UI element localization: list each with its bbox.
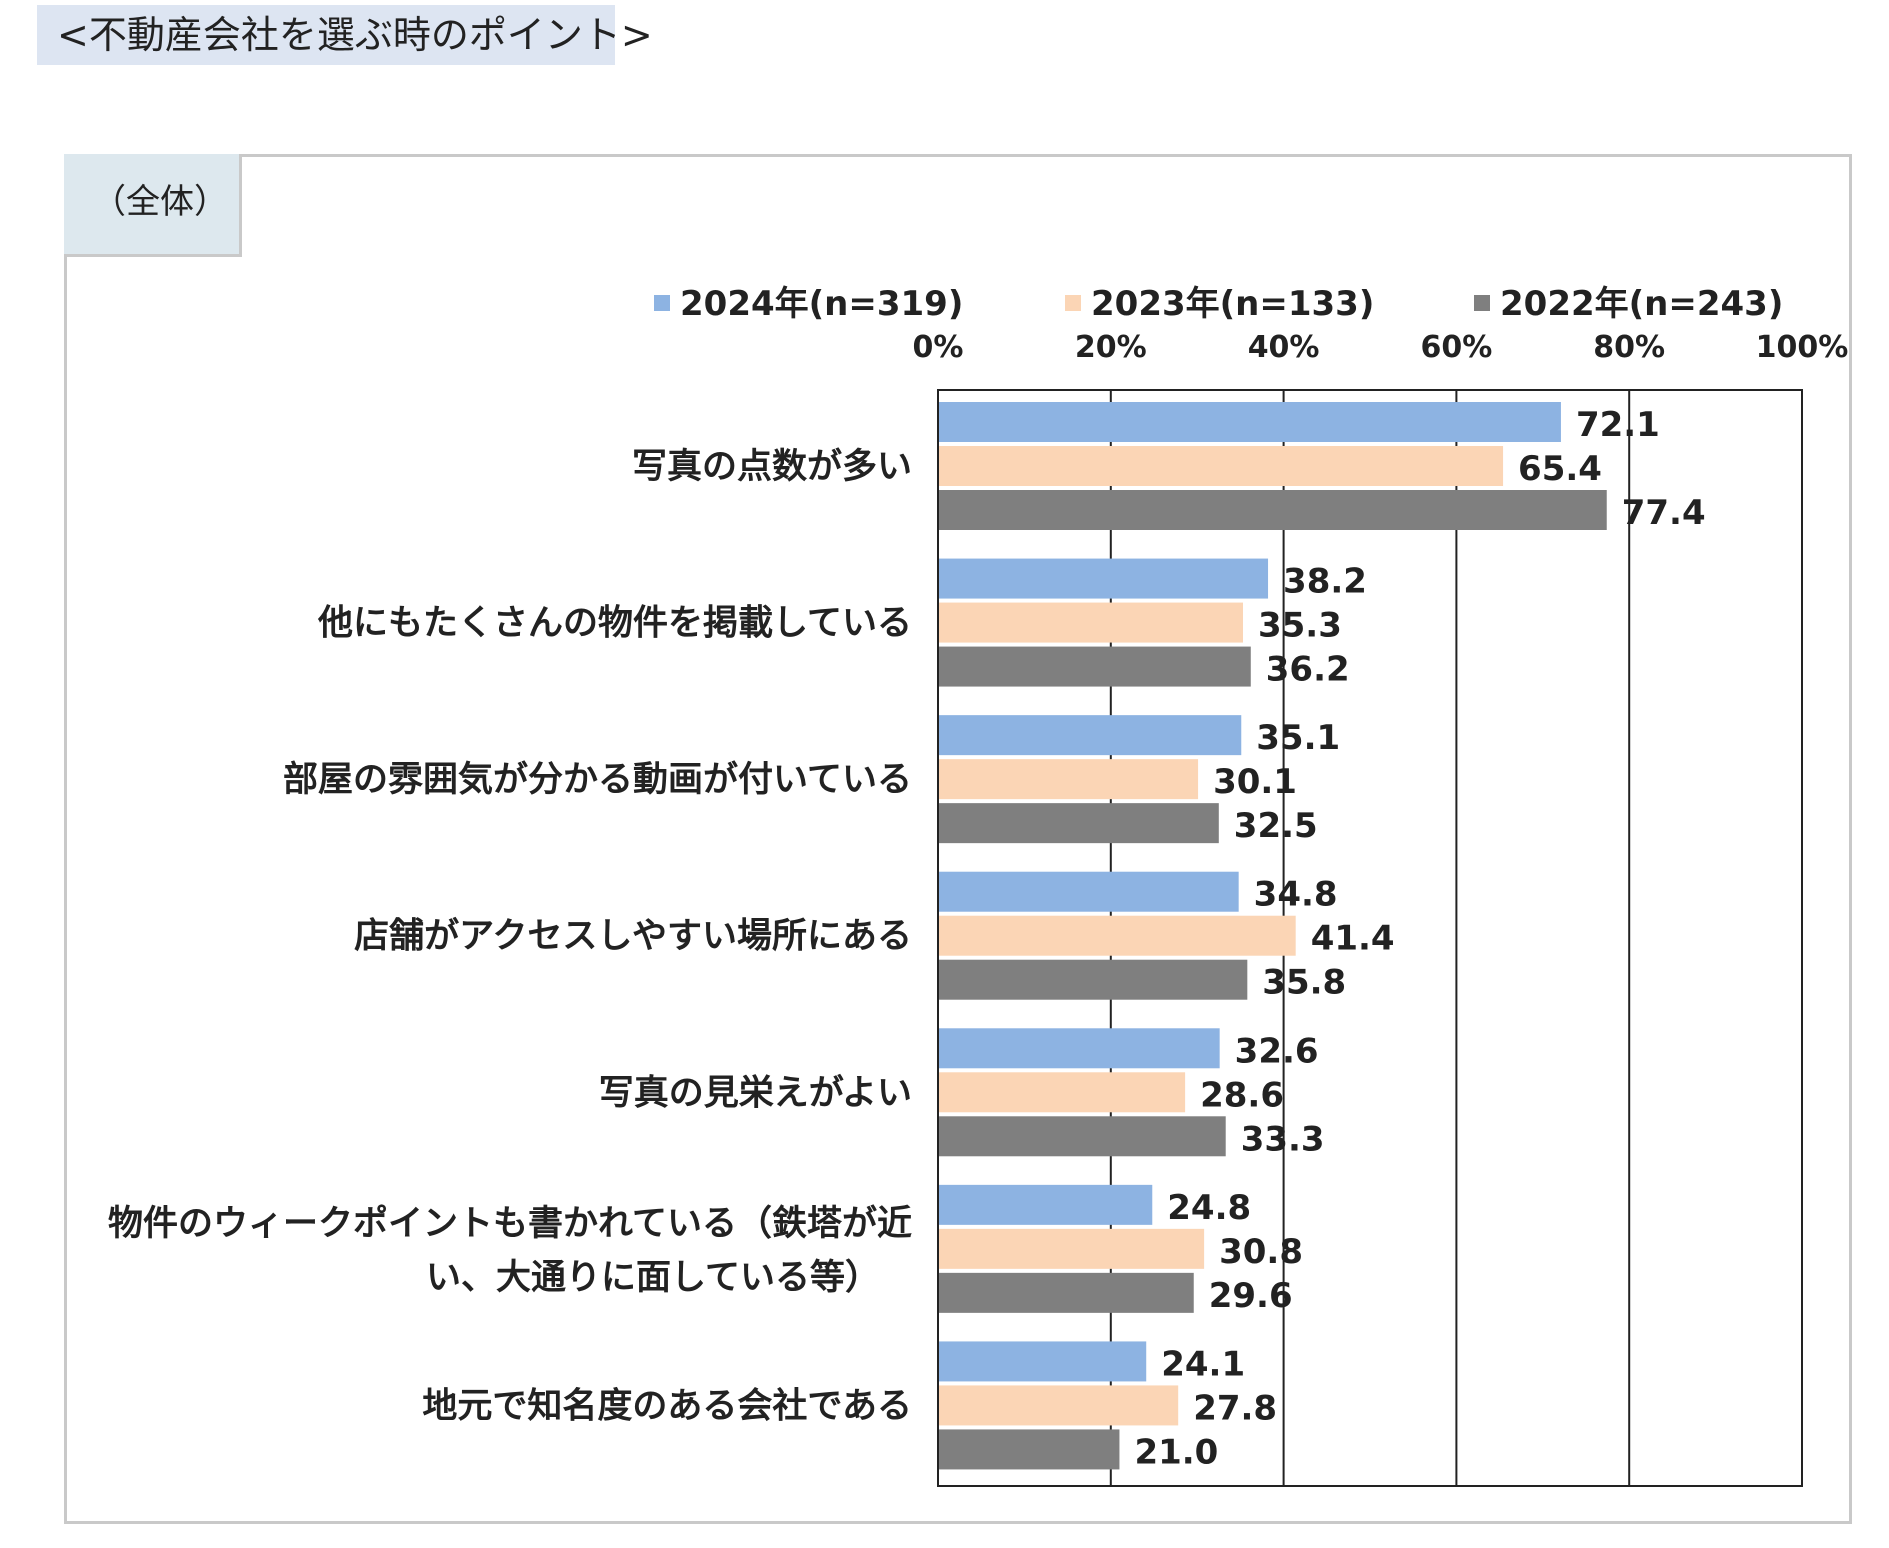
bar-value-label: 77.4	[1622, 493, 1706, 533]
bar-value-label: 24.8	[1167, 1188, 1251, 1228]
category-labels: 写真の点数が多い他にもたくさんの物件を掲載している部屋の雰囲気が分かる動画が付い…	[108, 447, 912, 1426]
bar	[938, 646, 1251, 687]
legend-swatch	[1474, 295, 1490, 311]
bar	[938, 402, 1561, 442]
bar	[938, 715, 1242, 756]
bar-value-label: 29.6	[1209, 1276, 1293, 1316]
category-label: い、大通りに面している等）	[426, 1258, 880, 1298]
bar	[938, 871, 1239, 912]
bar	[938, 1429, 1120, 1470]
bar-value-label: 27.8	[1193, 1388, 1277, 1428]
legend: 2024年(n=319) 2023年(n=133) 2022年(n=243)	[654, 284, 1783, 324]
bar	[938, 1341, 1147, 1382]
bar-value-label: 33.3	[1241, 1119, 1325, 1159]
bar-value-label: 21.0	[1134, 1432, 1218, 1472]
legend-swatch	[654, 295, 670, 311]
bar-value-label: 35.1	[1256, 718, 1340, 758]
bar	[938, 1028, 1220, 1069]
bar-value-label: 35.8	[1262, 963, 1346, 1003]
bar-value-label: 30.8	[1219, 1232, 1303, 1272]
category-label: 物件のウィークポイントも書かれている（鉄塔が近	[108, 1203, 912, 1244]
bar	[938, 1184, 1153, 1225]
bar	[938, 446, 1504, 486]
bar-value-label: 34.8	[1254, 875, 1338, 915]
legend-label: 2023年(n=133)	[1091, 284, 1374, 324]
bar-value-label: 36.2	[1266, 650, 1350, 690]
category-label: 店舗がアクセスしやすい場所にある	[354, 917, 912, 957]
page-heading: <不動産会社を選ぶ時のポイント>	[37, 5, 653, 65]
x-tick-label: 80%	[1593, 330, 1665, 365]
x-tick-label: 0%	[913, 330, 964, 365]
category-label: 他にもたくさんの物件を掲載している	[317, 604, 912, 644]
bar-value-label: 38.2	[1283, 562, 1367, 602]
bar	[938, 1228, 1205, 1269]
bar	[938, 490, 1607, 530]
bar	[938, 1272, 1194, 1313]
bar	[938, 1385, 1179, 1426]
bar-value-label: 28.6	[1200, 1075, 1284, 1115]
x-tick-label: 40%	[1248, 330, 1320, 365]
category-label: 写真の点数が多い	[632, 447, 912, 487]
bar	[938, 915, 1296, 956]
bar-value-label: 32.6	[1235, 1031, 1319, 1071]
bar-value-label: 72.1	[1576, 405, 1660, 445]
bar	[938, 558, 1269, 599]
plot-area-border	[937, 389, 1803, 1487]
bar-value-label: 24.1	[1161, 1344, 1245, 1384]
category-label: 写真の見栄えがよい	[599, 1073, 912, 1113]
x-tick-label: 100%	[1756, 330, 1849, 365]
x-tick-label: 60%	[1420, 330, 1492, 365]
bar-value-label: 32.5	[1234, 806, 1318, 846]
legend-label: 2022年(n=243)	[1500, 284, 1783, 324]
bar-value-label: 65.4	[1518, 449, 1602, 489]
bar-value-label: 30.1	[1213, 762, 1297, 802]
bar	[938, 1072, 1186, 1113]
bar	[938, 959, 1248, 1000]
scope-label: （全体）	[64, 154, 242, 257]
legend-swatch	[1065, 295, 1081, 311]
category-label: 地元で知名度のある会社である	[422, 1386, 912, 1426]
bar-value-label: 41.4	[1311, 919, 1395, 959]
bar	[938, 602, 1243, 643]
bar-value-label: 35.3	[1258, 606, 1342, 646]
x-tick-label: 20%	[1075, 330, 1147, 365]
legend-label: 2024年(n=319)	[680, 284, 963, 324]
category-label: 部屋の雰囲気が分かる動画が付いている	[283, 760, 912, 800]
bar	[938, 1116, 1226, 1157]
bar	[938, 803, 1219, 844]
bar	[938, 759, 1199, 800]
bars	[938, 402, 1607, 1470]
value-labels: 72.165.4 77.4 38.235.336.2 35.130.132.5 34.8…	[1134, 405, 1705, 1472]
x-axis-ticks: 0% 20% 40% 60% 80% 100%	[913, 330, 1849, 365]
